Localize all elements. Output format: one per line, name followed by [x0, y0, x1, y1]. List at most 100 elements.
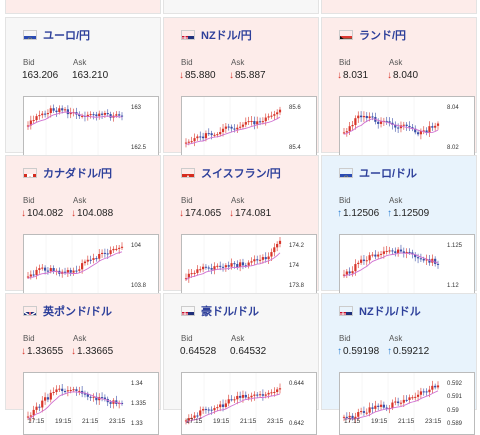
pair-name[interactable]: ユーロ/円: [43, 30, 91, 42]
pair-name[interactable]: カナダドル/円: [43, 168, 113, 180]
rate-card-cadjpy[interactable]: カナダドル/円 Bid Ask ↓104.082 ↓104.088 104 103…: [5, 155, 161, 305]
rate-card-eurusd[interactable]: ユーロ/ドル Bid Ask ↑1.12506 ↑1.12509 1.125 1.…: [321, 155, 477, 305]
rate-card-eurjpy[interactable]: ユーロ/円 Bid Ask 163.206 163.210 163162.517…: [5, 17, 161, 167]
candle: [270, 115, 273, 117]
card-title[interactable]: ランド/円: [339, 27, 406, 43]
candle: [365, 412, 368, 414]
candle: [86, 259, 89, 262]
card-title[interactable]: カナダドル/円: [23, 165, 112, 181]
ask-label: Ask: [231, 196, 245, 205]
candle: [41, 113, 44, 116]
candle: [196, 269, 199, 273]
candle: [359, 411, 363, 413]
candle: [58, 388, 61, 390]
bid-value: ↓85.880: [179, 70, 216, 81]
candle: [92, 258, 95, 260]
candle: [41, 400, 44, 408]
card-title[interactable]: 英ポンド/ドル: [23, 303, 112, 319]
candle-chart: [184, 97, 282, 155]
ask-arrow-icon: ↓: [71, 346, 76, 357]
candle: [256, 121, 259, 125]
bid-label: Bid: [23, 196, 35, 205]
candle: [247, 397, 250, 399]
candle: [345, 131, 348, 133]
candle: [29, 274, 32, 277]
candle: [345, 271, 348, 275]
candle: [32, 274, 35, 276]
y-tick-label: 162.5: [131, 145, 147, 151]
card-strip: [163, 0, 319, 14]
ask-label: Ask: [231, 58, 245, 67]
card-strip: [321, 0, 477, 14]
y-tick-label: 104: [131, 243, 142, 249]
candle: [103, 252, 107, 254]
bid-arrow-icon: ↑: [337, 346, 342, 357]
card-title[interactable]: スイスフラン/円: [181, 165, 281, 181]
candle: [55, 110, 58, 113]
candle: [100, 397, 104, 399]
candle: [273, 114, 276, 116]
candle: [227, 126, 230, 128]
candle: [379, 404, 383, 407]
bid-value: ↓1.33655: [21, 346, 64, 357]
rate-card-nzdjpy[interactable]: NZドル/円 Bid Ask ↓85.880 ↓85.887 85.685.41…: [163, 17, 319, 167]
candle: [43, 267, 47, 271]
pair-name[interactable]: ランド/円: [359, 30, 407, 42]
bid-arrow-icon: ↓: [21, 208, 26, 219]
rate-card-nzdusd[interactable]: NZドル/ドル Bid Ask ↑0.59198 ↑0.59212 0.592 0…: [321, 293, 477, 435]
candle: [342, 274, 346, 276]
card-title[interactable]: ユーロ/円: [23, 27, 90, 43]
pair-name[interactable]: スイスフラン/円: [201, 168, 281, 180]
bid-value: ↓174.065: [179, 208, 222, 219]
rate-card-zarjpy[interactable]: ランド/円 Bid Ask ↓8.031 ↓8.040 8.048.0217:1…: [321, 17, 477, 167]
za-flag-icon: [339, 30, 353, 40]
candle: [258, 121, 262, 123]
candle: [258, 394, 262, 396]
ask-value: ↓174.081: [229, 208, 272, 219]
candle: [278, 109, 282, 113]
card-title[interactable]: NZドル/円: [181, 27, 252, 43]
candle: [204, 266, 208, 268]
candle: [224, 126, 227, 129]
candle: [368, 255, 371, 261]
candle: [276, 112, 279, 115]
bid-label: Bid: [339, 58, 351, 67]
candle: [374, 254, 377, 257]
candle: [26, 125, 30, 127]
candle: [92, 114, 95, 116]
candle: [278, 240, 282, 244]
candle: [193, 272, 196, 274]
moving-average-line: [27, 111, 123, 128]
ask-arrow-icon: ↓: [71, 208, 76, 219]
pair-name[interactable]: 豪ドル/ドル: [201, 306, 260, 318]
pair-name[interactable]: 英ポンド/ドル: [43, 306, 113, 318]
candle: [371, 254, 374, 256]
candle: [46, 270, 50, 272]
card-title[interactable]: ユーロ/ドル: [339, 165, 417, 181]
pair-name[interactable]: ユーロ/ドル: [359, 168, 418, 180]
candle: [379, 253, 383, 255]
y-tick-label: 0.592: [447, 381, 463, 387]
rate-card-chfjpy[interactable]: スイスフラン/円 Bid Ask ↓174.065 ↓174.081 174.2…: [163, 155, 319, 305]
card-title[interactable]: NZドル/ドル: [339, 303, 421, 319]
card-title[interactable]: 豪ドル/ドル: [181, 303, 259, 319]
rate-card-gbpusd[interactable]: 英ポンド/ドル Bid Ask ↓1.33655 ↓1.33665 1.34 1.…: [5, 293, 161, 435]
pair-name[interactable]: NZドル/ドル: [359, 306, 421, 318]
bid-label: Bid: [181, 58, 193, 67]
candle: [374, 405, 377, 409]
candle: [425, 130, 428, 133]
ask-arrow-icon: ↓: [229, 208, 234, 219]
ask-value: 0.64532: [230, 346, 267, 357]
candle: [89, 396, 92, 398]
candle: [41, 267, 44, 269]
candle: [377, 121, 380, 124]
candle: [419, 258, 423, 260]
candle: [408, 251, 411, 253]
candle: [184, 278, 188, 280]
candle: [385, 407, 388, 409]
candle: [385, 250, 388, 252]
ask-value: ↑0.59212: [387, 346, 430, 357]
x-tick-label: 17:15: [186, 418, 203, 425]
rate-card-audusd[interactable]: 豪ドル/ドル Bid Ask 0.64528 0.64532 0.644 0.64…: [163, 293, 319, 435]
pair-name[interactable]: NZドル/円: [201, 30, 252, 42]
